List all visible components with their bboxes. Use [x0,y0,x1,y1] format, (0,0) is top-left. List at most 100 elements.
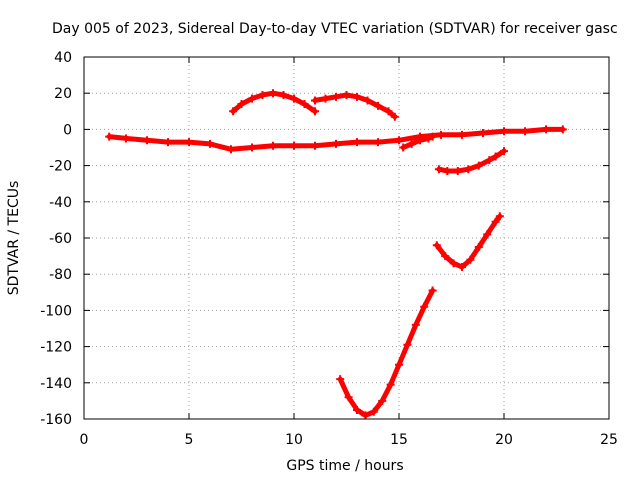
series-5-point [434,165,443,174]
series-6-point [441,252,450,261]
y-tick-label: -160 [40,412,72,428]
grid [84,57,609,419]
series-7-point [369,407,378,416]
series-3-point [390,112,399,121]
series-6-point [458,262,466,271]
series-7-point [428,286,437,295]
y-tick-label: -40 [49,195,72,211]
y-tick-label: -60 [49,231,72,247]
series-2-point [269,89,277,98]
y-tick-label: 40 [54,50,72,66]
y-tick-label: -80 [49,267,72,283]
series-6-point [483,230,492,239]
series-3-point [384,107,393,116]
y-tick-label: -120 [40,340,72,356]
tick-labels: 0 5 10 15 20 25 -160 -140 -120 -100 -80 -60 -40 -20 0 2… [40,50,618,448]
x-tick-label: 20 [495,432,513,448]
series-2-point [258,91,267,100]
series-7-point [403,340,412,349]
series-1-point [122,134,130,143]
y-tick-label: 0 [63,122,72,138]
series-1-point [290,141,298,150]
series-4-point [399,143,408,152]
series-7-point [395,360,403,369]
series-7-point [361,411,370,420]
x-tick-label: 15 [390,432,408,448]
series-2-point [279,91,288,100]
series-5-point [443,167,452,176]
series-5-point [474,161,483,170]
series-4-point [416,136,424,145]
series-3-point [332,92,340,101]
series-1-point [248,143,256,152]
series-6-point [495,212,504,221]
y-tick-label: -140 [40,376,72,392]
series-3-point [363,96,372,105]
series-1-point [269,141,277,150]
series-line-5 [436,148,507,174]
series-3-point [321,94,330,103]
series-4-point [424,134,433,143]
series-4-point [407,139,416,148]
series-7-point [378,396,387,405]
series-6-point [432,241,441,250]
x-tick-label: 25 [600,432,618,448]
series-5-point [491,152,500,161]
series-7-point [344,393,353,402]
series-4-point [428,132,437,141]
series-1-point [437,130,445,139]
series-3-point [353,92,361,101]
series-2-point [229,107,238,116]
series-group [105,89,567,420]
x-axis-title: GPS time / hours [286,458,403,474]
series-7-point [411,320,420,329]
series-3-point [311,96,319,105]
chart-title: Day 005 of 2023, Sidereal Day-to-day VTE… [52,21,618,37]
series-7-point [353,405,361,414]
series-1-point [542,125,550,134]
series-2-point [248,94,256,103]
y-tick-label: -100 [40,303,72,319]
series-1-point [311,141,319,150]
series-7-point [336,375,345,384]
series-1-point [185,138,193,147]
y-tick-label: -20 [49,159,72,175]
series-5-point [453,167,462,176]
series-5-point [464,165,473,174]
series-1-point [500,127,508,136]
x-tick-label: 10 [285,432,303,448]
series-1-point [206,139,214,148]
series-7-point [420,302,429,311]
series-1-point [458,130,466,139]
series-1-point [558,125,567,134]
series-6-point [491,217,500,226]
y-axis-title: SDTVAR / TECUs [6,181,22,296]
series-1-point [479,129,487,138]
series-6-point [466,255,475,264]
series-1-point [332,139,340,148]
series-5-point [500,147,508,156]
series-2-point [290,94,298,103]
series-7-point [386,380,395,389]
series-6-point [449,259,458,268]
series-3-point [342,91,351,100]
series-2-point [311,107,319,116]
series-1-point [105,132,114,141]
series-1-point [521,127,529,136]
series-1-point [227,145,235,154]
series-line-2 [230,90,318,114]
series-line-7 [337,288,436,418]
series-6-point [474,243,483,252]
series-3-point [374,101,382,110]
y-tick-label: 20 [54,86,72,102]
series-1-point [374,138,382,147]
series-1-point [353,138,361,147]
axis-ticks [83,56,610,420]
x-tick-label: 5 [185,432,194,448]
series-5-point [485,156,494,165]
series-2-point [237,100,246,109]
series-2-point [300,100,309,109]
plot-frame [83,56,610,420]
series-1-point [164,138,172,147]
